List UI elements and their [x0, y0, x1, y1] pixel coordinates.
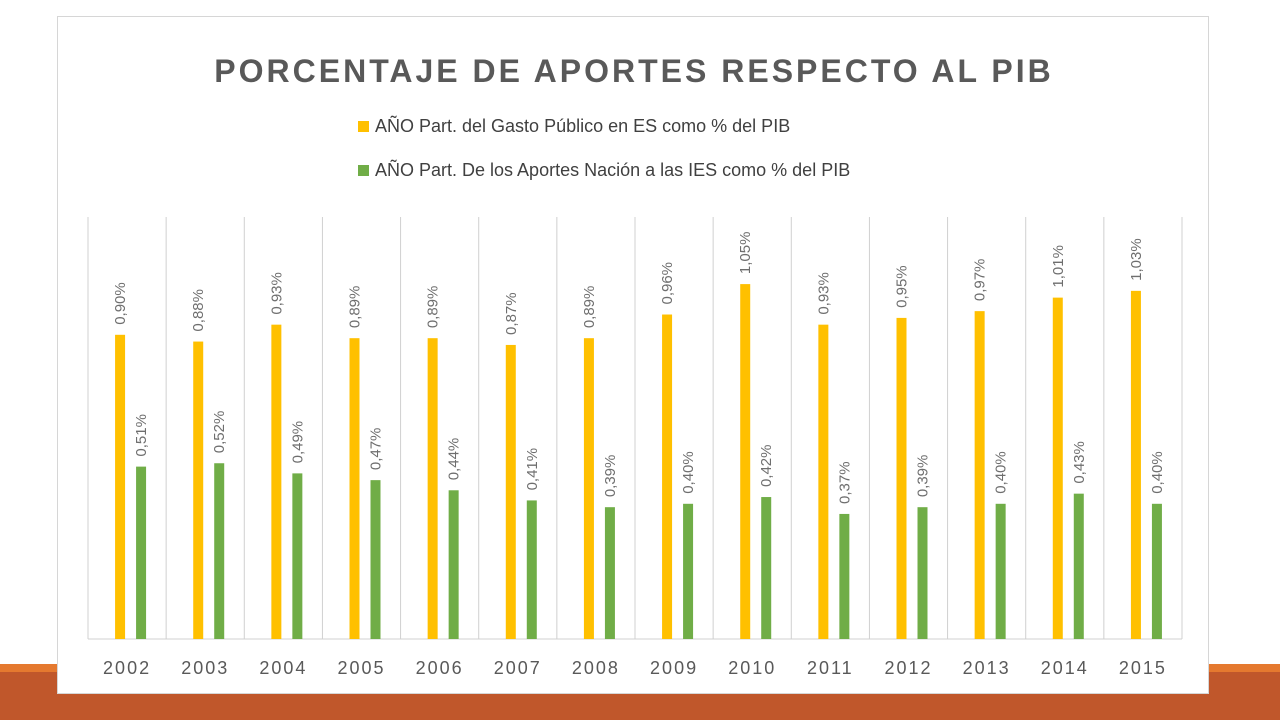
bar-series-2 — [370, 480, 381, 639]
bar-series-2 — [839, 513, 850, 639]
data-label-series-2: 0,39% — [602, 455, 619, 498]
x-tick-label: 2012 — [884, 658, 932, 678]
bar-series-1 — [740, 284, 751, 639]
x-tick-label: 2003 — [181, 658, 229, 678]
bar-series-1 — [974, 311, 985, 639]
data-label-series-2: 0,51% — [133, 414, 150, 457]
bar-series-1 — [1052, 297, 1063, 639]
bar-series-2 — [292, 473, 303, 639]
data-label-series-1: 1,01% — [1050, 245, 1067, 288]
data-label-series-1: 0,93% — [268, 272, 285, 315]
x-tick-label: 2008 — [572, 658, 620, 678]
bar-series-1 — [1130, 290, 1141, 639]
legend-label-series-2: AÑO Part. De los Aportes Nación a las IE… — [375, 159, 851, 180]
legend-label-series-1: AÑO Part. del Gasto Público en ES como %… — [375, 115, 791, 136]
x-tick-label: 2004 — [259, 658, 307, 678]
data-label-series-2: 0,47% — [368, 428, 385, 471]
bar-series-2 — [1151, 503, 1162, 639]
bar-series-1 — [115, 334, 126, 639]
data-label-series-2: 0,37% — [836, 461, 853, 504]
x-tick-label: 2015 — [1119, 658, 1167, 678]
data-label-series-1: 0,89% — [425, 286, 442, 329]
bar-series-2 — [214, 463, 225, 639]
data-label-series-2: 0,39% — [915, 455, 932, 498]
bar-series-2 — [917, 507, 928, 639]
x-tick-label: 2013 — [963, 658, 1011, 678]
bar-series-1 — [896, 317, 907, 639]
legend-swatch-series-2 — [358, 164, 369, 176]
x-tick-label: 2002 — [103, 658, 151, 678]
bar-series-2 — [1073, 493, 1084, 639]
data-label-series-1: 0,87% — [503, 292, 520, 335]
bar-series-2 — [604, 507, 615, 639]
legend-item-series-2: AÑO Part. De los Aportes Nación a las IE… — [358, 159, 850, 181]
bar-series-1 — [505, 344, 516, 639]
bar-series-1 — [193, 341, 204, 639]
data-label-series-1: 0,89% — [581, 286, 598, 329]
bar-series-2 — [448, 490, 459, 639]
bar-series-1 — [271, 324, 282, 639]
data-label-series-2: 0,42% — [758, 444, 775, 487]
x-tick-label: 2006 — [416, 658, 464, 678]
bar-series-2 — [995, 503, 1006, 639]
data-label-series-1: 0,90% — [112, 282, 129, 325]
data-label-series-2: 0,40% — [993, 451, 1010, 494]
data-label-series-2: 0,41% — [524, 448, 541, 491]
data-label-series-1: 1,03% — [1128, 238, 1145, 281]
bar-series-2 — [683, 503, 694, 639]
chart-frame: PORCENTAJE DE APORTES RESPECTO AL PIB AÑ… — [57, 16, 1209, 694]
data-label-series-1: 1,05% — [737, 232, 754, 275]
data-label-series-2: 0,40% — [1149, 451, 1166, 494]
data-label-series-1: 0,89% — [347, 286, 364, 329]
data-label-series-2: 0,52% — [211, 411, 228, 454]
data-label-series-1: 0,88% — [190, 289, 207, 332]
bar-series-1 — [349, 338, 360, 639]
data-label-series-1: 0,96% — [659, 262, 676, 305]
x-tick-label: 2005 — [337, 658, 385, 678]
data-label-series-2: 0,40% — [680, 451, 697, 494]
data-label-series-2: 0,44% — [446, 438, 463, 481]
bar-series-1 — [583, 338, 594, 639]
data-label-series-2: 0,49% — [289, 421, 306, 464]
x-tick-label: 2009 — [650, 658, 698, 678]
bar-series-2 — [526, 500, 537, 639]
chart-legend: AÑO Part. del Gasto Público en ES como %… — [358, 115, 850, 203]
bar-series-1 — [427, 338, 438, 639]
data-label-series-1: 0,93% — [815, 272, 832, 315]
bar-series-2 — [136, 466, 147, 639]
data-label-series-1: 0,95% — [894, 265, 911, 308]
legend-item-series-1: AÑO Part. del Gasto Público en ES como %… — [358, 115, 850, 137]
data-label-series-2: 0,43% — [1071, 441, 1088, 484]
bar-series-2 — [761, 497, 772, 639]
x-tick-label: 2010 — [728, 658, 776, 678]
x-tick-label: 2007 — [494, 658, 542, 678]
bar-series-1 — [818, 324, 829, 639]
bar-chart-plot: 2002 0,90% 0,51% 2003 0,88% 0,52% 2004 0,93% 0,4… — [87, 217, 1183, 678]
x-tick-label: 2014 — [1041, 658, 1089, 678]
chart-title: PORCENTAJE DE APORTES RESPECTO AL PIB — [214, 53, 1054, 89]
bar-series-1 — [662, 314, 673, 639]
legend-swatch-series-1 — [358, 120, 369, 132]
data-label-series-1: 0,97% — [972, 259, 989, 302]
x-tick-label: 2011 — [807, 658, 854, 678]
